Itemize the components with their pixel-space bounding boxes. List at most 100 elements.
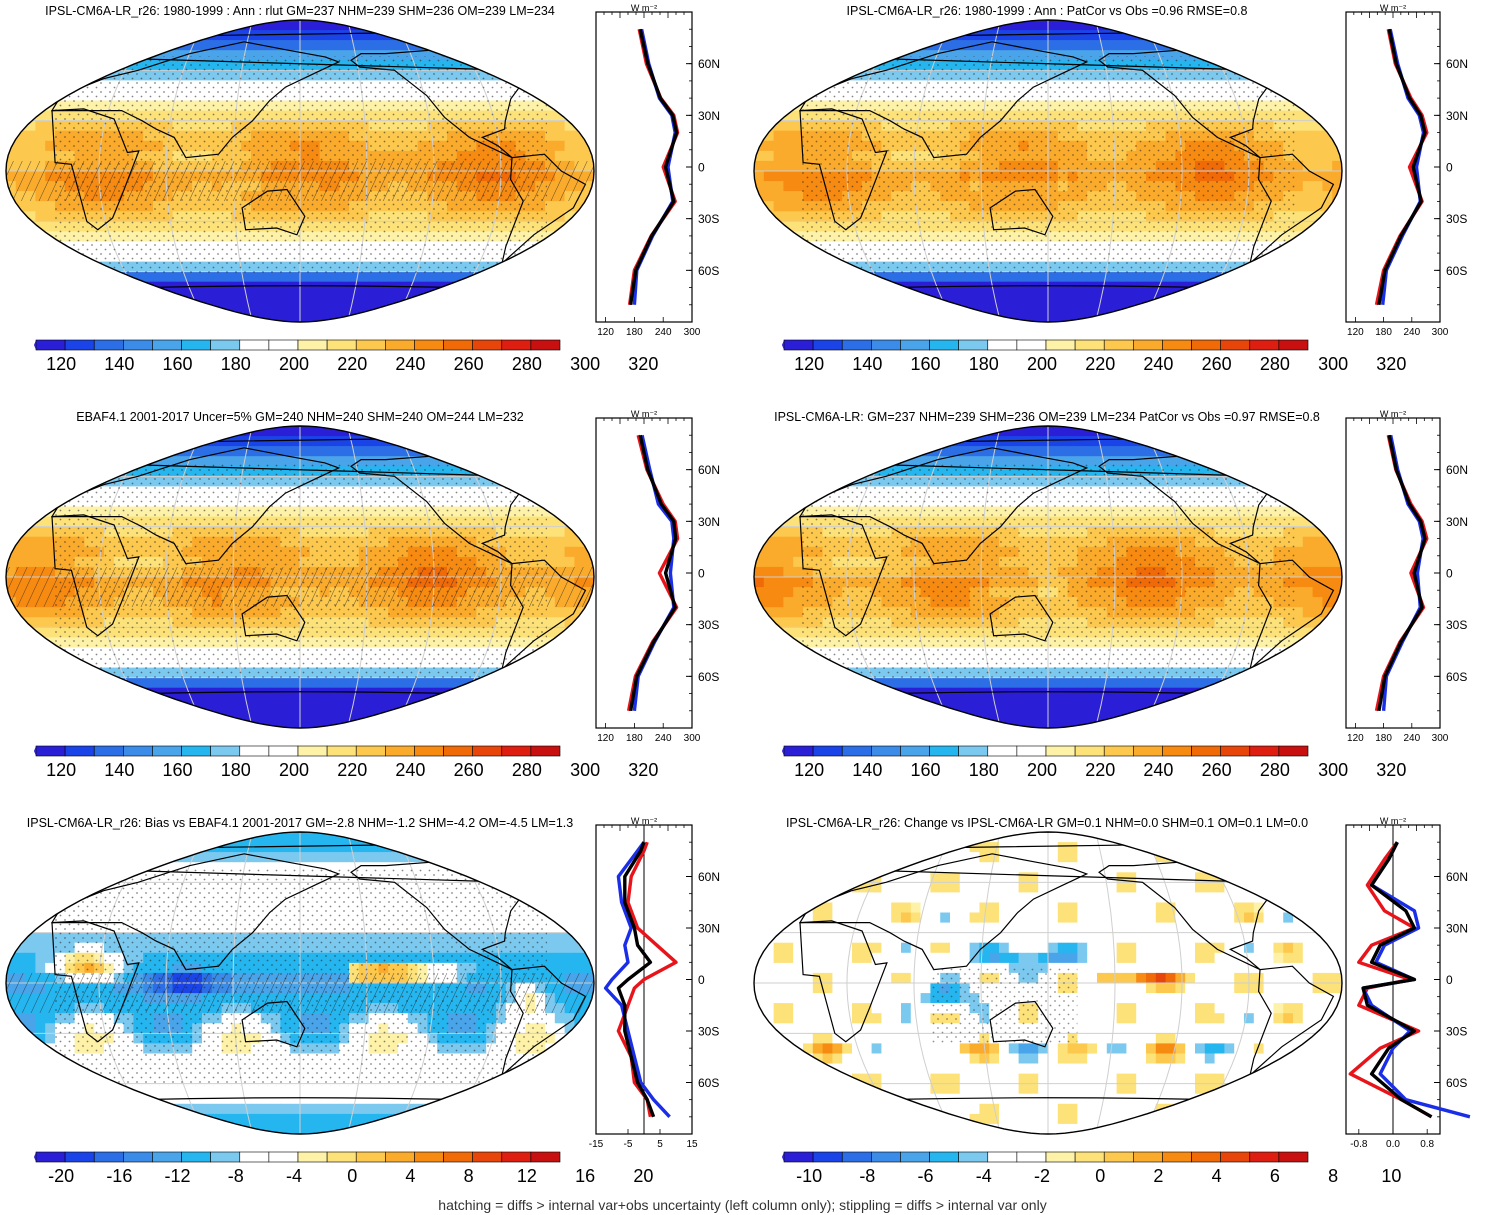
colorbar-swatch (297, 1151, 328, 1163)
colorbar-swatch (472, 1151, 503, 1163)
lat-label: 60S (698, 1076, 719, 1090)
colorbar-swatch (326, 339, 357, 351)
colorbar-swatch (1249, 745, 1280, 757)
lat-label: 60S (1446, 670, 1467, 684)
colorbar-swatch (443, 745, 473, 757)
colorbar-label: 280 (1260, 760, 1290, 780)
hatching (6, 161, 594, 201)
colorbar-swatch (93, 1151, 124, 1163)
colorbar-label: 220 (337, 760, 367, 780)
continent-outline (1248, 965, 1335, 1078)
colorbar-swatch (900, 1151, 930, 1163)
colorbar-swatch (501, 745, 532, 757)
map-panel-5 (5, 831, 595, 1135)
colorbar-swatch (1278, 1151, 1309, 1163)
colorbar-swatch (530, 745, 561, 757)
colorbar-swatch (355, 745, 386, 757)
colorbar-label: 220 (337, 354, 367, 374)
colorbar-swatch (1016, 745, 1047, 757)
colorbar-swatch (35, 745, 66, 757)
colorbar-swatch (1074, 1151, 1105, 1163)
colorbar-label: 300 (570, 760, 600, 780)
colorbar-label: -2 (1034, 1166, 1050, 1186)
lat-label: 60N (1446, 57, 1468, 71)
lat-label: 60N (698, 463, 720, 477)
colorbar-swatch (210, 339, 241, 351)
colorbar-swatch (1103, 1151, 1134, 1163)
lat-label: 0 (1446, 567, 1453, 581)
colorbar-label: 260 (1202, 354, 1232, 374)
colorbar-label: 160 (163, 354, 193, 374)
profile-line-3 (1377, 434, 1427, 712)
lat-label: 30S (698, 1025, 719, 1039)
map-border (753, 19, 1343, 323)
profile-line-1 (1348, 841, 1433, 1119)
colorbar-label: 12 (517, 1166, 537, 1186)
zonal-profile-5: 60N 30N 0 30S 60S W m⁻² -15 -5 5 15 (589, 816, 720, 1150)
colorbar-swatch (152, 339, 182, 351)
colorbar-label: 220 (1085, 760, 1115, 780)
panel-title-5: IPSL-CM6A-LR_r26: Bias vs EBAF4.1 2001-2… (26, 816, 574, 830)
colorbar-swatch (239, 1151, 270, 1163)
lat-label: 60S (1446, 264, 1467, 278)
colorbar-label: -10 (796, 1166, 822, 1186)
colorbar-swatch (1045, 745, 1076, 757)
colorbar-swatch (64, 745, 95, 757)
colorbar-swatch (958, 339, 989, 351)
lat-label: 60S (698, 264, 719, 278)
profile-xtick: 240 (1403, 733, 1420, 744)
colorbar-swatch (929, 745, 959, 757)
colorbar-label: 300 (570, 354, 600, 374)
profile-xtick: 120 (597, 327, 614, 338)
colorbar-label: 220 (1085, 354, 1115, 374)
colorbar-swatch (1191, 339, 1221, 351)
colorbar-label: 20 (633, 1166, 653, 1186)
profile-xtick: -15 (589, 1139, 604, 1150)
colorbar-label: 0 (347, 1166, 357, 1186)
colorbar-swatch (181, 1151, 211, 1163)
map-border (753, 425, 1343, 729)
colorbar-swatch (841, 745, 872, 757)
lat-label: 30S (698, 618, 719, 632)
colorbar-label: 180 (969, 760, 999, 780)
colorbar-swatch (1133, 1151, 1163, 1163)
colorbar-swatch (239, 339, 270, 351)
colorbar-label: 260 (1202, 760, 1232, 780)
panel-title-4: IPSL-CM6A-LR: GM=237 NHM=239 SHM=236 OM=… (774, 410, 1320, 424)
stippling (930, 967, 1078, 1044)
colorbar-swatch (812, 1151, 843, 1163)
profile-xtick: 180 (1375, 733, 1392, 744)
colorbar-swatch (1278, 339, 1309, 351)
continent-outline (799, 920, 888, 1043)
profile-line-3 (616, 841, 656, 1118)
colorbar-swatch (900, 745, 930, 757)
colorbar-swatch (871, 339, 901, 351)
colorbar-label: -6 (918, 1166, 934, 1186)
colorbar-swatch (783, 339, 814, 351)
lat-label: 60N (1446, 463, 1468, 477)
colorbar-swatch (93, 745, 124, 757)
lat-label: 30N (698, 922, 720, 936)
colorbar-swatch (841, 339, 872, 351)
colorbar-label: 4 (405, 1166, 415, 1186)
colorbar-label: 2 (1153, 1166, 1163, 1186)
profile-line-3 (628, 434, 678, 712)
profile-xtick: 300 (684, 733, 701, 744)
colorbar-swatch (1045, 339, 1076, 351)
colorbar-label: 240 (1143, 354, 1173, 374)
lat-label: 30S (1446, 212, 1467, 226)
lat-label: 0 (698, 973, 705, 987)
colorbar-swatch (929, 339, 959, 351)
profile-xtick: 180 (626, 327, 643, 338)
hatching (6, 567, 594, 607)
profile-line-1 (1374, 434, 1429, 712)
colorbar-swatch (1133, 745, 1163, 757)
colorbar-swatch (1249, 339, 1280, 351)
colorbar-swatch (123, 1151, 153, 1163)
colorbar-swatch (871, 1151, 901, 1163)
colorbar-swatch (414, 745, 444, 757)
colorbar-swatch (1162, 339, 1192, 351)
colorbar-label: 320 (1376, 760, 1406, 780)
profile-xtick: 120 (1347, 733, 1364, 744)
profile-xtick: -0.8 (1350, 1139, 1368, 1150)
